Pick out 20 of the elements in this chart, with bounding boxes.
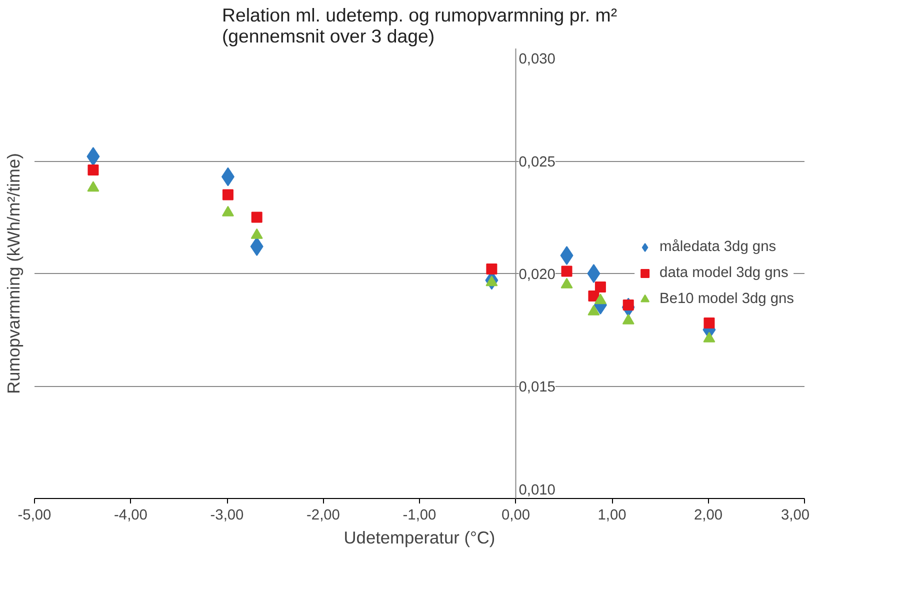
x-tick-label: 0,00 [501,508,530,524]
x-tick-label: -5,00 [18,508,52,524]
x-tick-label: -3,00 [210,508,244,524]
y-tick-label: 0,010 [518,482,556,498]
chart-title: Relation ml. udetemp. og rumopvarmning pr. m² (gennemsnit over 3 dage) [222,4,618,46]
x-tick-label: 3,00 [780,508,810,524]
legend-label: Be10 model 3dg gns [660,291,794,307]
x-tick-label: -1,00 [402,508,436,524]
x-tick-label: -2,00 [306,508,340,524]
y-tick-label: 0,020 [518,267,556,283]
y-tick-label: 0,030 [518,52,556,68]
y-axis-title: Rumopvarmning (kWh/m²/time) [4,153,24,394]
x-tick-label: 1,00 [598,508,626,524]
x-tick-label: 2,00 [694,508,723,524]
x-axis-title: Udetemperatur (°C) [344,528,496,548]
legend-label: data model 3dg gns [660,265,788,281]
legend-label: måledata 3dg gns [660,239,776,255]
x-tick-label: -4,00 [114,508,148,524]
y-tick-label: 0,025 [518,154,556,170]
y-tick-label: 0,015 [518,380,556,396]
